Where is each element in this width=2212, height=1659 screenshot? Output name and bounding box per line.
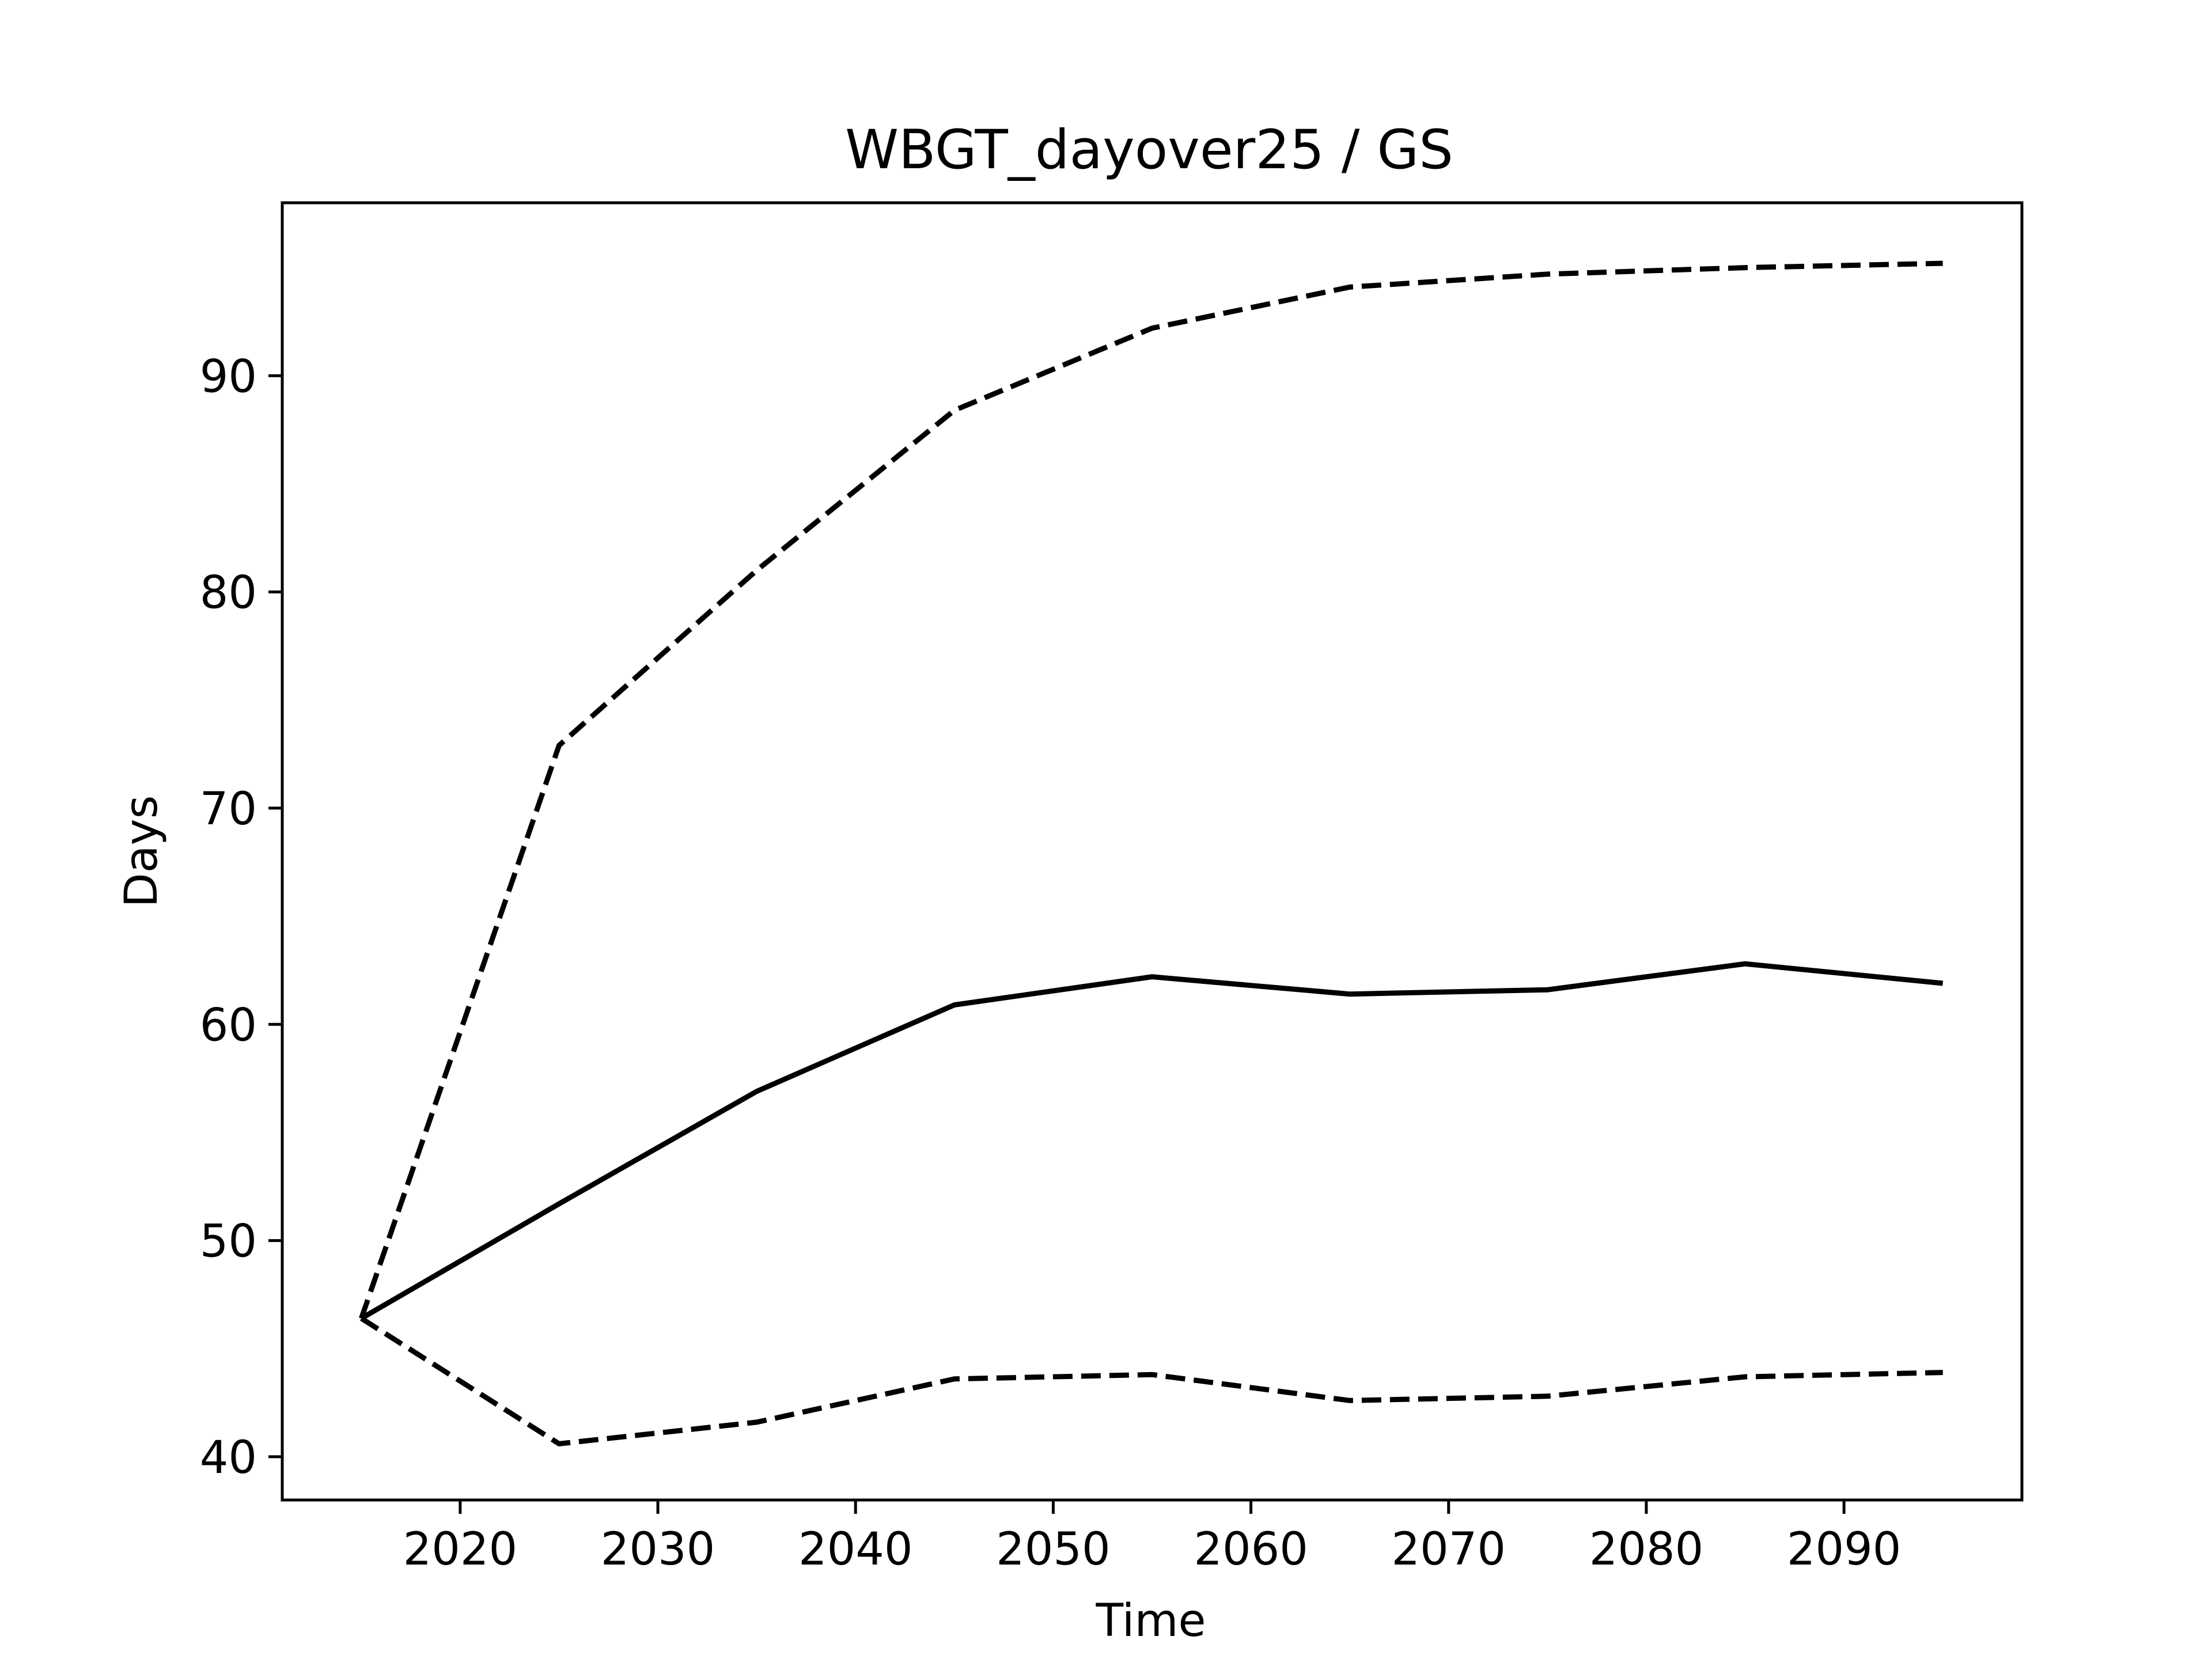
x-tick-label: 2030 [601, 1524, 715, 1575]
chart-title: WBGT_dayover25 / GS [845, 119, 1453, 181]
lower-bound-line [359, 1316, 1943, 1447]
series-layer [359, 260, 1944, 1447]
upper-bound-line [359, 260, 1943, 1320]
x-tick-label: 2050 [996, 1524, 1111, 1575]
plot-frame [281, 201, 2024, 1502]
median-line [360, 961, 1944, 1321]
x-tick-label: 2060 [1194, 1524, 1308, 1575]
x-tick-label: 2090 [1787, 1524, 1902, 1575]
y-tick-label: 50 [200, 1216, 257, 1268]
y-tick-label: 60 [200, 999, 257, 1051]
y-tick-label: 80 [200, 567, 257, 619]
x-axis-label: Time [1096, 1595, 1206, 1647]
x-tick-label: 2070 [1392, 1524, 1506, 1575]
x-tick-label: 2080 [1589, 1524, 1704, 1575]
y-tick-label: 90 [200, 351, 257, 403]
x-tick-label: 2040 [798, 1524, 913, 1575]
x-axis: 2020 2030 2040 2050 2060 2070 2080 2090 [403, 1500, 1902, 1575]
y-tick-label: 40 [200, 1432, 257, 1484]
y-tick-label: 70 [200, 783, 257, 835]
y-axis-label: Days [116, 796, 168, 908]
y-axis: 40 50 60 70 80 90 [200, 351, 282, 1484]
x-tick-label: 2020 [403, 1524, 518, 1575]
